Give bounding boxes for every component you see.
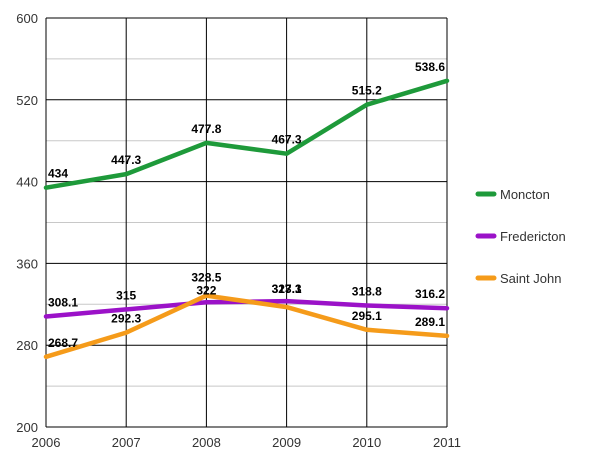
legend-item-moncton: Moncton <box>475 187 550 202</box>
data-label: 328.5 <box>191 271 221 285</box>
y-tick-label: 200 <box>16 420 38 435</box>
series-line-moncton <box>43 78 450 190</box>
data-label: 308.1 <box>48 295 78 309</box>
data-label: 292.3 <box>111 312 141 326</box>
x-tick-label: 2010 <box>352 435 381 450</box>
series-lines <box>43 78 450 360</box>
x-tick-label: 2006 <box>32 435 61 450</box>
data-label: 315 <box>116 288 136 302</box>
data-label: 515.2 <box>352 84 382 98</box>
y-tick-label: 600 <box>16 11 38 26</box>
data-label: 316.2 <box>415 287 445 301</box>
y-tick-label: 280 <box>16 338 38 353</box>
legend: Moncton Fredericton Saint John <box>475 187 566 286</box>
data-label: 434 <box>48 167 68 181</box>
legend-label: Moncton <box>500 187 550 202</box>
data-label: 322 <box>196 283 216 297</box>
grid-lines <box>45 17 448 428</box>
x-tick-label: 2009 <box>272 435 301 450</box>
x-tick-label: 2008 <box>192 435 221 450</box>
data-label: 295.1 <box>352 309 382 323</box>
legend-item-saint-john: Saint John <box>475 271 561 286</box>
axis-tick-labels: 200 280 360 440 520 600 2006 2007 2008 2009 2010 20… <box>16 11 461 450</box>
data-label: 317.3 <box>272 282 302 296</box>
legend-item-fredericton: Fredericton <box>475 229 566 244</box>
y-tick-label: 440 <box>16 175 38 190</box>
series-line-saint-john <box>43 293 450 360</box>
data-label: 477.8 <box>191 122 221 136</box>
data-label: 447.3 <box>111 153 141 167</box>
legend-label: Saint John <box>500 271 561 286</box>
legend-label: Fredericton <box>500 229 566 244</box>
x-tick-label: 2011 <box>433 435 461 450</box>
data-label: 289.1 <box>415 315 445 329</box>
data-label: 318.8 <box>352 285 382 299</box>
data-label: 538.6 <box>415 60 445 74</box>
y-tick-label: 360 <box>16 256 38 271</box>
data-label: 467.3 <box>272 133 302 147</box>
data-label: 323.1 <box>272 282 302 296</box>
y-tick-label: 520 <box>16 93 38 108</box>
data-label: 268.7 <box>48 336 78 350</box>
x-tick-label: 2007 <box>112 435 141 450</box>
